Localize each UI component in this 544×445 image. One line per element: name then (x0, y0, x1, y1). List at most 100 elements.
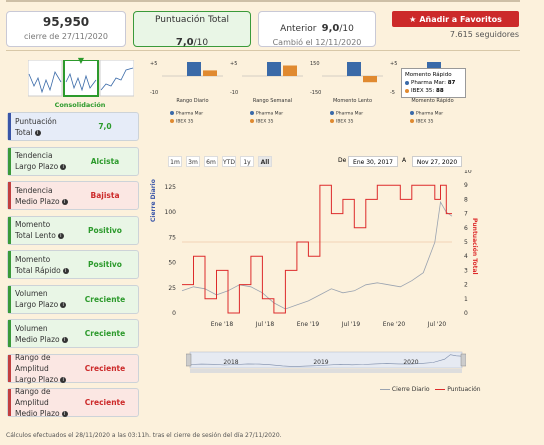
sidebar-item-value: Creciente (84, 398, 126, 407)
sidebar-item-label: Tendencia Medio Plazo i (8, 182, 72, 209)
sidebar-item-label: Volumen Largo Plazo i (8, 285, 72, 313)
info-icon: i (61, 411, 68, 417)
y-left-tick: 25 (168, 285, 176, 292)
mini-chart: +5 -10 Rango Semanal Pharma Mar IBEX 35 (230, 58, 305, 130)
mini-bar (283, 65, 297, 76)
x-tick: Ene '18 (211, 321, 234, 328)
y-right-tick: 8 (464, 196, 468, 203)
y-right-tick: 9 (464, 182, 468, 189)
mini-bar (347, 62, 361, 76)
sidebar-item[interactable]: Tendencia Medio Plazo i Bajista (7, 181, 139, 210)
mini-legend-a: Pharma Mar (410, 111, 443, 117)
x-tick: Ene '20 (383, 321, 406, 328)
header-rule (6, 0, 520, 2)
mini-ytop: 150 (310, 61, 320, 67)
x-tick: Jul '20 (427, 321, 447, 328)
range-button[interactable]: 1m (168, 156, 182, 167)
add-favorites-button[interactable]: ★ Añadir a Favoritos (392, 11, 519, 27)
trend-selector[interactable]: ▼ (27, 56, 135, 100)
range-button[interactable]: 1y (240, 156, 254, 167)
sidebar-item-value: Positivo (88, 225, 122, 235)
series-line-score (182, 184, 452, 314)
x-tick: Jul '19 (341, 321, 361, 328)
y-right-tick: 3 (464, 267, 468, 274)
mini-legend-a: Pharma Mar (170, 111, 203, 117)
y-left-tick: 100 (165, 209, 177, 216)
legend-item-score: Puntuación (447, 386, 481, 393)
info-icon: i (61, 198, 68, 205)
previous-label: Anterior (280, 24, 317, 34)
score-title: Puntuación Total (155, 15, 229, 25)
mini-title: Rango Semanal (252, 98, 293, 104)
mini-ybot: -150 (310, 90, 322, 96)
range-button[interactable]: All (258, 156, 272, 167)
sidebar-item-value: Bajista (90, 191, 120, 200)
mini-plot (322, 62, 383, 83)
mini-bar (267, 62, 281, 76)
date-from-label: De (338, 157, 347, 164)
legend-item-close: Cierre Diario (391, 386, 430, 393)
sidebar-item[interactable]: Puntuación Total i 7,0 (7, 112, 139, 141)
mini-ytop: +5 (150, 61, 158, 67)
followers-count: 7.615 seguidores (449, 30, 519, 39)
sidebar-item-value: Creciente (84, 329, 126, 338)
mini-legend-b: IBEX 35 (170, 119, 194, 125)
date-to-input[interactable]: Nov 27, 2020 (412, 156, 462, 167)
sidebar-item-label: Tendencia Largo Plazo i (8, 147, 72, 175)
date-from-input[interactable]: Ene 30, 2017 (348, 156, 398, 167)
navigator-handle-right (460, 353, 466, 367)
price-value: 95,950 (42, 15, 90, 29)
range-button[interactable]: YTD (222, 156, 236, 167)
sidebar-item[interactable]: Tendencia Largo Plazo i Alcista (7, 146, 139, 176)
sidebar-item-value: Alcista (90, 156, 120, 166)
tooltip-a-label: Pharma Mar: (411, 80, 446, 86)
info-icon: i (62, 267, 69, 274)
sidebar-item-value: Creciente (84, 363, 126, 373)
mini-plot (162, 62, 223, 77)
info-icon: i (57, 233, 64, 239)
mini-title: Momento Lento (332, 98, 373, 104)
previous-value: 9,0 (321, 23, 340, 34)
previous-caption: Cambió el 12/11/2020 (272, 38, 362, 47)
navigator-tick: 2019 (313, 359, 328, 366)
previous-suffix: /10 (339, 24, 354, 34)
score-suffix: /10 (193, 38, 209, 48)
sidebar-item-label: Momento Total Lento i (8, 216, 72, 244)
range-button[interactable]: 3m (186, 156, 200, 167)
navigator[interactable]: 2018 2019 2020 (186, 350, 466, 374)
x-tick: Ene '19 (297, 321, 320, 328)
mini-legend-a: Pharma Mar (330, 111, 363, 117)
previous-score-card: Anterior 9,0/10 Cambió el 12/11/2020 (258, 11, 376, 47)
sidebar-item-value: Positivo (88, 260, 122, 269)
sidebar-item[interactable]: Rango de Amplitud Medio Plazo i Creciente (7, 387, 139, 418)
navigator-handle-left (186, 353, 192, 367)
price-card: 95,950 cierre de 27/11/2020 (6, 11, 126, 47)
sidebar-item[interactable]: Volumen Medio Plazo i Creciente (7, 319, 139, 348)
header-separator (6, 50, 520, 51)
tooltip-b-value: 88 (436, 88, 444, 94)
sidebar-item-value: 7,0 (98, 122, 112, 131)
sidebar-item[interactable]: Rango de Amplitud Largo Plazo i Creciente (7, 353, 139, 384)
sidebar-item[interactable]: Momento Total Rápido i Positivo (7, 250, 139, 279)
navigator-tick: 2018 (223, 359, 238, 366)
series-line-close (181, 200, 453, 310)
mini-bar (187, 62, 201, 76)
sidebar-item-label: Puntuación Total i (8, 113, 72, 140)
tooltip-b-label: IBEX 35: (411, 88, 435, 94)
range-button[interactable]: 6m (204, 156, 218, 167)
sidebar-item[interactable]: Volumen Largo Plazo i Creciente (7, 284, 139, 314)
score-value: 7,0 (175, 37, 194, 48)
info-icon: i (60, 302, 67, 308)
add-favorites-label: Añadir a Favoritos (419, 14, 502, 24)
sidebar-item[interactable]: Momento Total Lento i Positivo (7, 215, 139, 245)
mini-ybot: -5 (390, 90, 395, 96)
tooltip-title: Momento Rápido (405, 72, 452, 78)
y-left-tick: 125 (165, 184, 177, 191)
tooltip: Momento Rápido Pharma Mar: 87 IBEX 35: 8… (401, 68, 466, 98)
y-right-tick: 6 (464, 225, 468, 232)
info-icon: i (34, 129, 41, 136)
y-right-tick: 5 (464, 239, 468, 246)
date-to-label: A (402, 157, 407, 164)
star-icon: ★ (409, 14, 417, 24)
